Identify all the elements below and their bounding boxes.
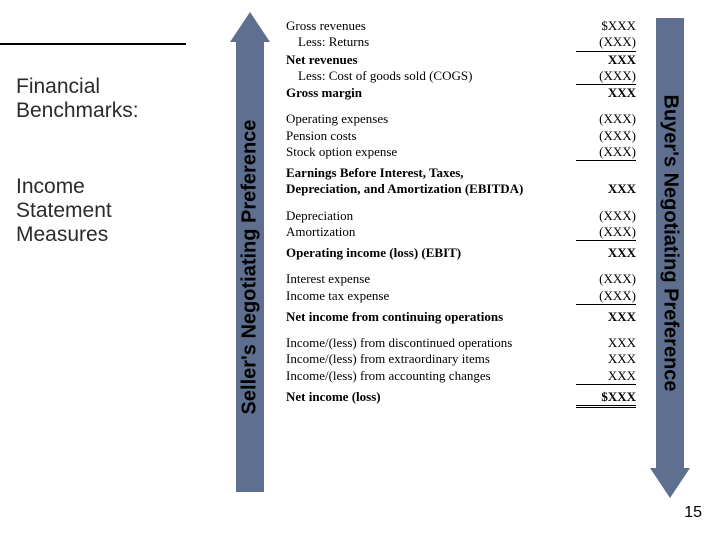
income-line: Less: Cost of goods sold (COGS)(XXX): [286, 68, 636, 85]
spacer: [286, 198, 636, 208]
page-number: 15: [684, 504, 702, 522]
income-line: Net revenuesXXX: [286, 52, 636, 68]
income-line-value: $XXX: [576, 18, 636, 34]
income-line: Net income (loss)$XXX: [286, 389, 636, 408]
income-line-label: Less: Cost of goods sold (COGS): [286, 68, 576, 85]
income-line: Gross marginXXX: [286, 85, 636, 101]
income-line-label: Income/(less) from accounting changes: [286, 368, 576, 385]
buyer-label: Buyer's Negotiating Preference: [659, 94, 682, 391]
buyer-arrow-shaft: Buyer's Negotiating Preference: [656, 18, 684, 468]
income-line: Depreciation(XXX): [286, 208, 636, 224]
income-line: Net income from continuing operationsXXX: [286, 309, 636, 325]
income-line-label: Income/(less) from extraordinary items: [286, 351, 576, 367]
seller-arrow-head-icon: [230, 12, 270, 42]
seller-label: Seller's Negotiating Preference: [239, 120, 262, 415]
income-line-value: XXX: [576, 85, 636, 101]
income-line-label: Income tax expense: [286, 288, 576, 305]
income-line: Earnings Before Interest, Taxes,: [286, 165, 636, 181]
income-line-label: Net income from continuing operations: [286, 309, 576, 325]
spacer: [286, 325, 636, 335]
income-line-label: Amortization: [286, 224, 576, 241]
income-line-value: XXX: [576, 335, 636, 351]
income-line: Pension costs(XXX): [286, 128, 636, 144]
income-line: Amortization(XXX): [286, 224, 636, 241]
buyer-arrow: Buyer's Negotiating Preference: [650, 18, 690, 498]
income-line: Income/(less) from discontinued operatio…: [286, 335, 636, 351]
spacer: [286, 261, 636, 271]
income-line-value: XXX: [576, 181, 636, 197]
income-line-label: Depreciation: [286, 208, 576, 224]
seller-arrow-shaft: Seller's Negotiating Preference: [236, 42, 264, 492]
income-line-value: XXX: [576, 368, 636, 385]
income-line: Gross revenues$XXX: [286, 18, 636, 34]
income-line-label: Less: Returns: [286, 34, 576, 51]
income-line-value: $XXX: [576, 389, 636, 408]
left-sub-line1: Income: [16, 175, 85, 198]
income-line-label: Earnings Before Interest, Taxes,: [286, 165, 576, 181]
income-line-label: Net revenues: [286, 52, 576, 68]
income-line-label: Gross margin: [286, 85, 576, 101]
income-line-label: Stock option expense: [286, 144, 576, 161]
income-statement-table: Gross revenues$XXXLess: Returns(XXX)Net …: [286, 18, 636, 408]
income-line-value: (XXX): [576, 111, 636, 127]
income-line-value: (XXX): [576, 128, 636, 144]
left-sub-line3: Measures: [16, 223, 108, 246]
income-line-label: Operating expenses: [286, 111, 576, 127]
income-line-value: XXX: [576, 52, 636, 68]
income-line: Depreciation, and Amortization (EBITDA)X…: [286, 181, 636, 197]
income-line-value: XXX: [576, 351, 636, 367]
buyer-arrow-head-icon: [650, 468, 690, 498]
slide: Financial Benchmarks: Income Statement M…: [0, 0, 720, 540]
left-title: Financial Benchmarks:: [16, 75, 176, 123]
income-line-label: Depreciation, and Amortization (EBITDA): [286, 181, 576, 197]
spacer: [286, 101, 636, 111]
income-line-value: (XXX): [576, 288, 636, 305]
income-line-value: XXX: [576, 309, 636, 325]
income-line: Income tax expense(XXX): [286, 288, 636, 305]
income-line-value: XXX: [576, 245, 636, 261]
income-line: Income/(less) from extraordinary itemsXX…: [286, 351, 636, 367]
income-line-label: Operating income (loss) (EBIT): [286, 245, 576, 261]
income-line-label: Gross revenues: [286, 18, 576, 34]
income-line-value: [576, 165, 636, 181]
income-line-value: (XXX): [576, 68, 636, 85]
income-line-value: (XXX): [576, 271, 636, 287]
income-line-value: (XXX): [576, 34, 636, 51]
income-line-value: (XXX): [576, 224, 636, 241]
seller-arrow: Seller's Negotiating Preference: [230, 12, 270, 492]
left-title-line1: Financial: [16, 75, 100, 98]
income-line-label: Pension costs: [286, 128, 576, 144]
left-title-line2: Benchmarks:: [16, 99, 139, 122]
income-line-label: Income/(less) from discontinued operatio…: [286, 335, 576, 351]
income-line: Less: Returns(XXX): [286, 34, 636, 51]
left-sub-line2: Statement: [16, 199, 112, 222]
income-line-label: Net income (loss): [286, 389, 576, 408]
income-line: Income/(less) from accounting changesXXX: [286, 368, 636, 385]
income-line: Operating income (loss) (EBIT)XXX: [286, 245, 636, 261]
income-line-label: Interest expense: [286, 271, 576, 287]
income-line: Operating expenses(XXX): [286, 111, 636, 127]
income-line-value: (XXX): [576, 208, 636, 224]
income-line: Stock option expense(XXX): [286, 144, 636, 161]
left-subtitle: Income Statement Measures: [16, 175, 176, 247]
income-line: Interest expense(XXX): [286, 271, 636, 287]
income-line-value: (XXX): [576, 144, 636, 161]
